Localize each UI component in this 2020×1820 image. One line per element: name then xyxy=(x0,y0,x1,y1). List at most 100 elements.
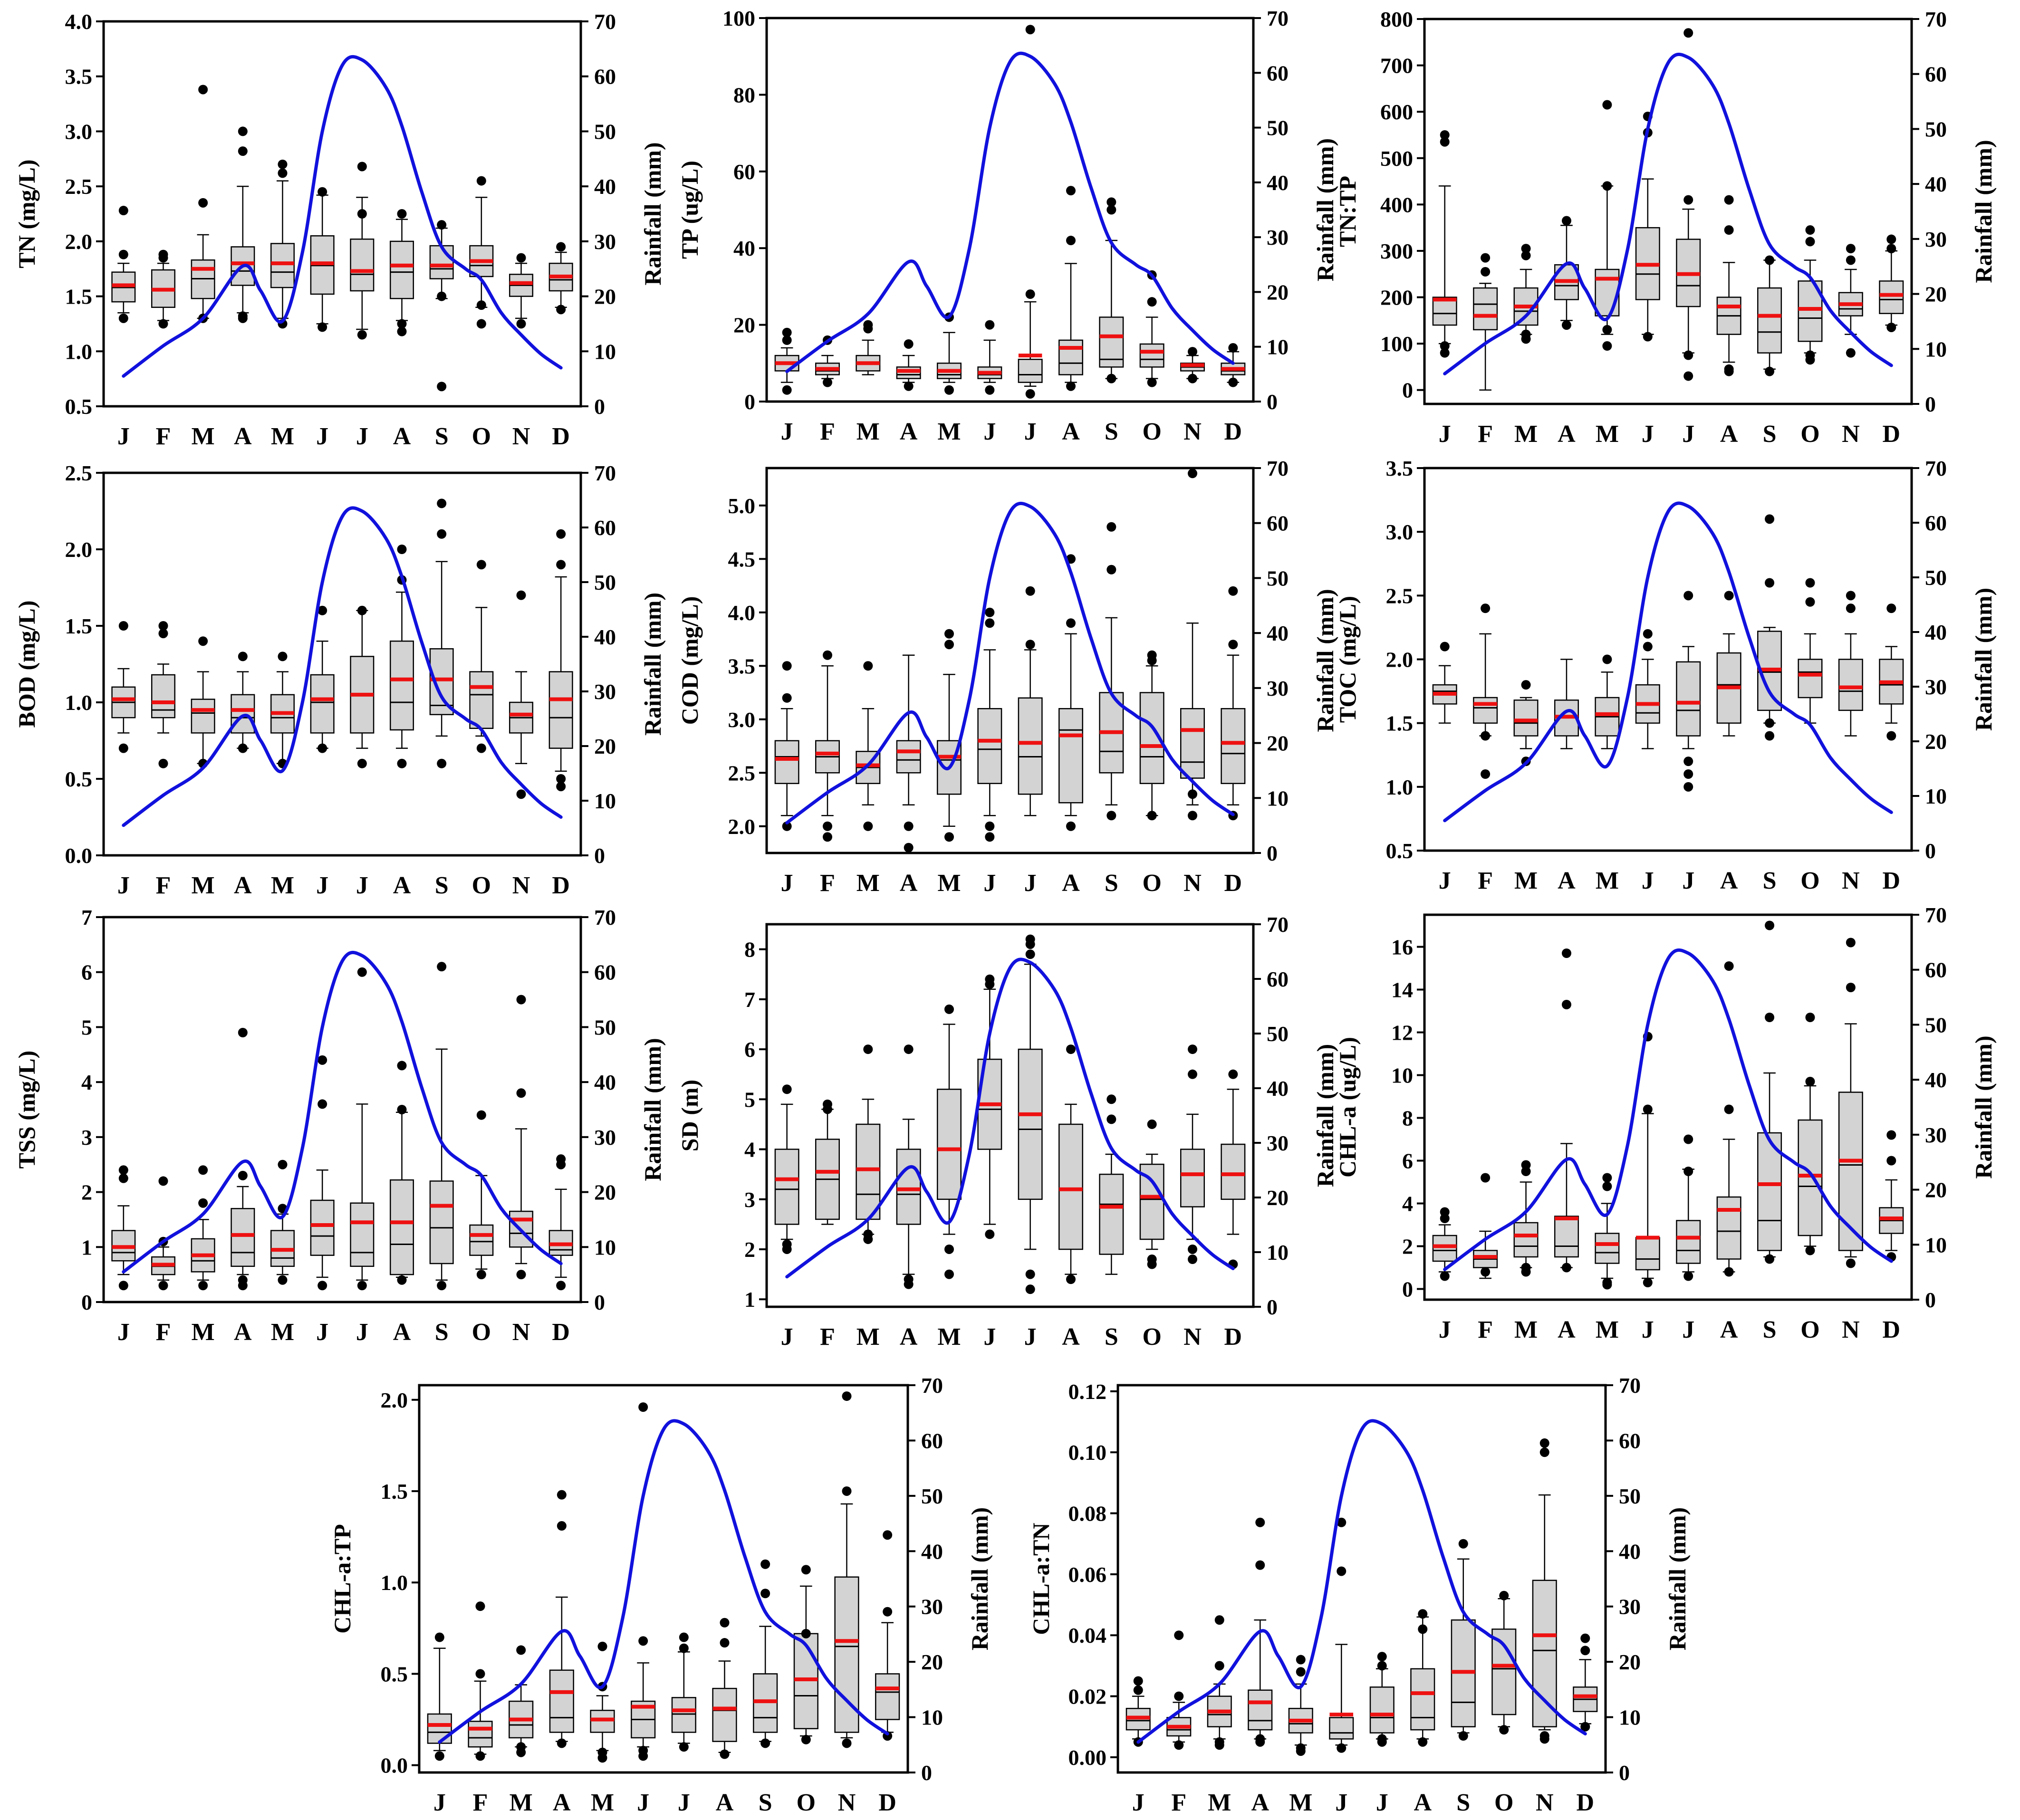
outlier-point xyxy=(823,832,832,842)
iqr-box xyxy=(151,674,176,718)
box-2 xyxy=(509,1645,534,1757)
outlier-point xyxy=(1643,629,1653,639)
outlier-point xyxy=(1765,578,1775,588)
iqr-box xyxy=(896,366,921,379)
box-5 xyxy=(977,974,1002,1239)
outlier-point xyxy=(904,1279,914,1289)
box-10 xyxy=(1180,347,1205,383)
month-label: S xyxy=(1105,1323,1118,1351)
iqr-box xyxy=(469,671,494,729)
y2-tick-label: 70 xyxy=(921,1373,943,1398)
y-tick-label: 1.5 xyxy=(65,614,93,638)
iqr-box xyxy=(1018,1048,1043,1200)
y-tick-label: 7 xyxy=(744,987,755,1012)
y2-tick-label: 20 xyxy=(1267,731,1289,756)
month-label: J xyxy=(1682,867,1694,894)
box-6 xyxy=(350,967,375,1291)
iqr-box xyxy=(774,1149,799,1225)
month-label: O xyxy=(472,423,491,450)
iqr-box xyxy=(1058,339,1083,375)
box-1 xyxy=(815,1099,840,1225)
box-7 xyxy=(1716,961,1741,1277)
outlier-point xyxy=(1255,1517,1265,1527)
y2-axis-title: Rainfall (mm) xyxy=(1664,1507,1691,1650)
outlier-point xyxy=(1440,1214,1450,1223)
month-label: A xyxy=(1558,1316,1576,1343)
outlier-point xyxy=(1255,1737,1265,1747)
outlier-point xyxy=(985,1229,995,1239)
iqr-box xyxy=(350,238,375,292)
outlier-point xyxy=(1106,1114,1116,1124)
box-2 xyxy=(191,1165,215,1291)
outlier-point xyxy=(1214,1740,1224,1750)
outlier-point xyxy=(1296,1655,1306,1665)
outlier-point xyxy=(944,1269,954,1279)
outlier-point xyxy=(397,758,407,768)
outlier-point xyxy=(985,821,995,831)
rainfall-line xyxy=(785,502,1235,824)
outlier-point xyxy=(1643,1278,1653,1287)
y2-tick-label: 40 xyxy=(594,625,616,649)
outlier-point xyxy=(1458,1731,1468,1741)
outlier-point xyxy=(556,305,566,315)
month-label: A xyxy=(1720,1316,1738,1343)
outlier-point xyxy=(1602,325,1612,335)
box-3 xyxy=(1554,659,1579,749)
box-1 xyxy=(1473,603,1498,779)
outlier-point xyxy=(1133,1676,1143,1686)
outlier-point xyxy=(1106,811,1116,821)
y-tick-label: 0.06 xyxy=(1068,1562,1107,1587)
box-3 xyxy=(896,339,921,391)
outlier-point xyxy=(842,1486,852,1496)
outlier-point xyxy=(278,1159,288,1169)
y-tick-label: 3 xyxy=(81,1125,92,1149)
y-tick-label: 3.0 xyxy=(1386,520,1414,544)
box-4 xyxy=(1595,100,1620,351)
outlier-point xyxy=(118,1173,128,1183)
outlier-point xyxy=(1188,1255,1197,1264)
month-label: A xyxy=(1062,1323,1080,1351)
outlier-point xyxy=(1025,1269,1035,1279)
y2-tick-label: 0 xyxy=(1267,841,1278,865)
box-3 xyxy=(896,654,921,853)
y-tick-label: 1.0 xyxy=(1386,775,1414,799)
outlier-point xyxy=(397,545,407,554)
box-11 xyxy=(1879,603,1904,741)
y-tick-label: 6 xyxy=(1402,1149,1413,1173)
y-tick-label: 40 xyxy=(733,236,755,260)
iqr-box xyxy=(549,1669,574,1733)
y2-tick-label: 60 xyxy=(1267,61,1289,85)
y-tick-label: 600 xyxy=(1380,100,1413,124)
outlier-point xyxy=(985,385,995,395)
y-tick-label: 200 xyxy=(1380,286,1413,310)
outlier-point xyxy=(1886,244,1896,254)
y-tick-label: 0.12 xyxy=(1068,1379,1107,1404)
box-6 xyxy=(1369,1652,1395,1747)
outlier-point xyxy=(557,1521,567,1531)
outlier-point xyxy=(198,1198,208,1208)
y-tick-label: 7 xyxy=(81,905,92,929)
y-tick-label: 80 xyxy=(733,83,755,107)
box-4 xyxy=(1595,1173,1620,1290)
y2-tick-label: 60 xyxy=(594,960,616,985)
y2-tick-label: 70 xyxy=(1619,1373,1641,1398)
iqr-box xyxy=(310,1199,335,1256)
month-label: J xyxy=(1132,1789,1145,1816)
iqr-box xyxy=(1595,1233,1620,1264)
y2-tick-label: 60 xyxy=(1925,511,1947,535)
outlier-point xyxy=(317,1281,327,1291)
outlier-point xyxy=(863,324,873,334)
outlier-point xyxy=(720,1618,730,1628)
outlier-point xyxy=(782,1244,792,1254)
outlier-point xyxy=(1025,640,1035,650)
iqr-box xyxy=(548,671,573,749)
box-9 xyxy=(469,560,494,753)
month-label: J xyxy=(117,423,130,450)
y2-tick-label: 60 xyxy=(594,516,616,540)
outlier-point xyxy=(238,146,248,156)
month-label: A xyxy=(900,870,918,897)
outlier-point xyxy=(904,381,914,391)
y2-tick-label: 20 xyxy=(1925,282,1947,307)
panel-cod: 2.0 2.5 3.0 3.5 4.0 4.5 5.0 0 10 20 30 40 50 60 70 COD … xyxy=(676,456,1338,897)
y-tick-label: 6 xyxy=(744,1037,755,1062)
